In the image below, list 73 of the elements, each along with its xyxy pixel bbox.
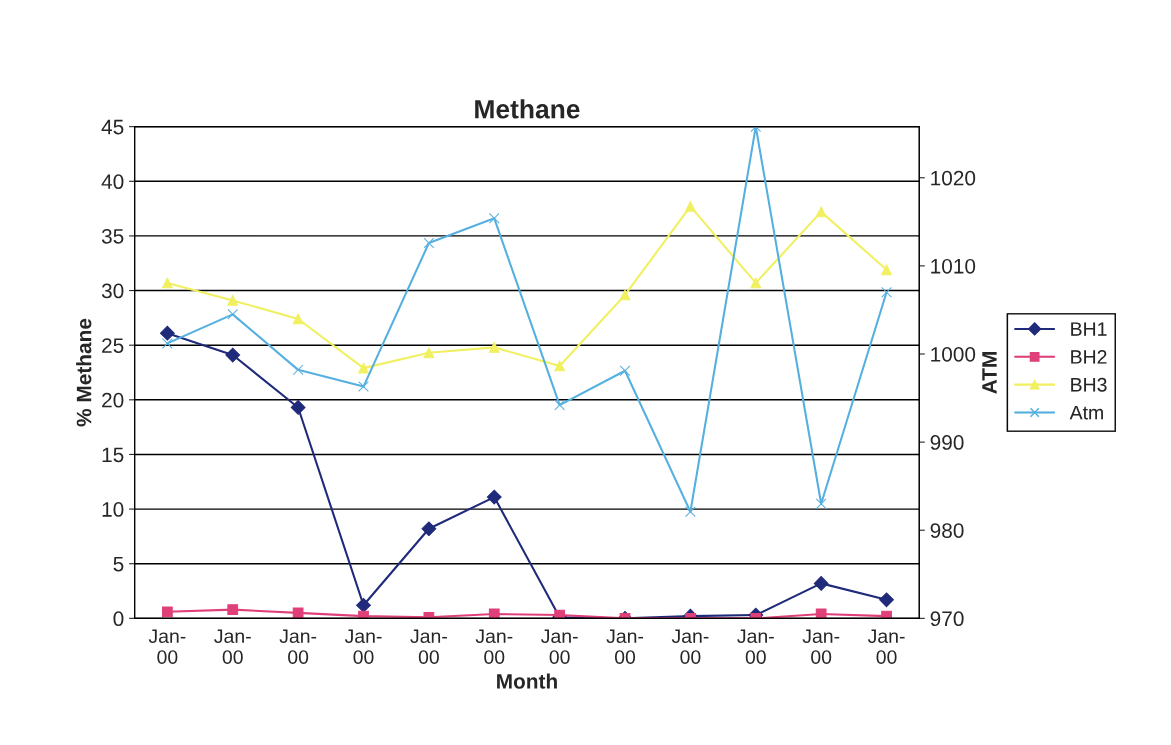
y-tick-label: 20 [102, 392, 124, 408]
y-tick-label: 0 [113, 611, 124, 627]
point [358, 610, 369, 619]
x-tick-label: Jan- 00 [737, 629, 774, 664]
point [815, 498, 827, 510]
y-tick-label: 25 [102, 338, 124, 353]
x-tick-label: Jan- 00 [867, 629, 905, 664]
point [356, 597, 371, 613]
point [292, 313, 304, 325]
point [685, 506, 696, 518]
point [815, 608, 827, 619]
point [227, 295, 239, 306]
y2-tick-label: 1010 [931, 258, 976, 274]
legend-label: BH2 [1071, 350, 1107, 364]
y-tick-label: 30 [101, 283, 124, 299]
point [358, 381, 369, 392]
x-axis-title: Month [497, 673, 557, 689]
x-tick-label: Jan- 00 [606, 629, 644, 664]
x-tick-label: Jan- 00 [148, 629, 186, 664]
point [227, 308, 239, 320]
point [619, 289, 631, 301]
y2-tick-label: 1020 [931, 170, 976, 186]
x-tick-label: Jan- 00 [410, 629, 447, 664]
y2-tick-label: 970 [930, 611, 964, 627]
y2-tick-label: 1000 [931, 347, 976, 362]
point [161, 277, 173, 289]
y-tick-label: 35 [101, 228, 124, 244]
x-tick-label: Jan- 00 [344, 629, 382, 664]
y2-axis-title: ATM [982, 352, 997, 394]
y-axis-title: % Methane [76, 318, 92, 427]
legend-label: BH3 [1071, 377, 1107, 392]
point [879, 592, 894, 608]
point [161, 606, 173, 618]
legend-label: Atm [1069, 405, 1103, 420]
point [290, 400, 306, 415]
x-tick-label: Jan- 00 [802, 629, 840, 664]
point [423, 347, 435, 359]
y-tick-label: 40 [101, 174, 124, 190]
point [486, 489, 502, 505]
point [815, 206, 827, 218]
point [881, 264, 892, 276]
point [292, 364, 304, 376]
chart-title: Methane [475, 99, 580, 119]
y-tick-label: 10 [102, 502, 124, 517]
point [488, 341, 500, 353]
x-tick-label: Jan- 00 [279, 629, 317, 664]
point [358, 362, 369, 374]
legend-label: BH1 [1071, 322, 1107, 336]
point [881, 286, 892, 298]
x-tick-label: Jan- 00 [541, 629, 578, 664]
y2-tick-label: 980 [930, 523, 964, 538]
point [881, 610, 892, 619]
point [813, 575, 829, 591]
point [225, 347, 241, 363]
point [685, 201, 696, 212]
x-tick-label: Jan- 00 [671, 629, 709, 664]
y-tick-label: 15 [102, 447, 124, 463]
point [421, 521, 437, 537]
point [227, 604, 239, 615]
point [488, 608, 500, 619]
y-tick-label: 45 [101, 119, 124, 135]
point [161, 338, 173, 349]
y-tick-label: 5 [113, 556, 124, 572]
point [554, 399, 566, 411]
point [159, 325, 175, 341]
point [554, 360, 566, 372]
x-tick-label: Jan- 00 [214, 629, 251, 664]
y2-tick-label: 990 [930, 435, 964, 450]
point [619, 365, 631, 377]
point [423, 237, 435, 249]
point [488, 212, 500, 224]
point [750, 277, 762, 289]
x-tick-label: Jan- 00 [475, 629, 513, 664]
